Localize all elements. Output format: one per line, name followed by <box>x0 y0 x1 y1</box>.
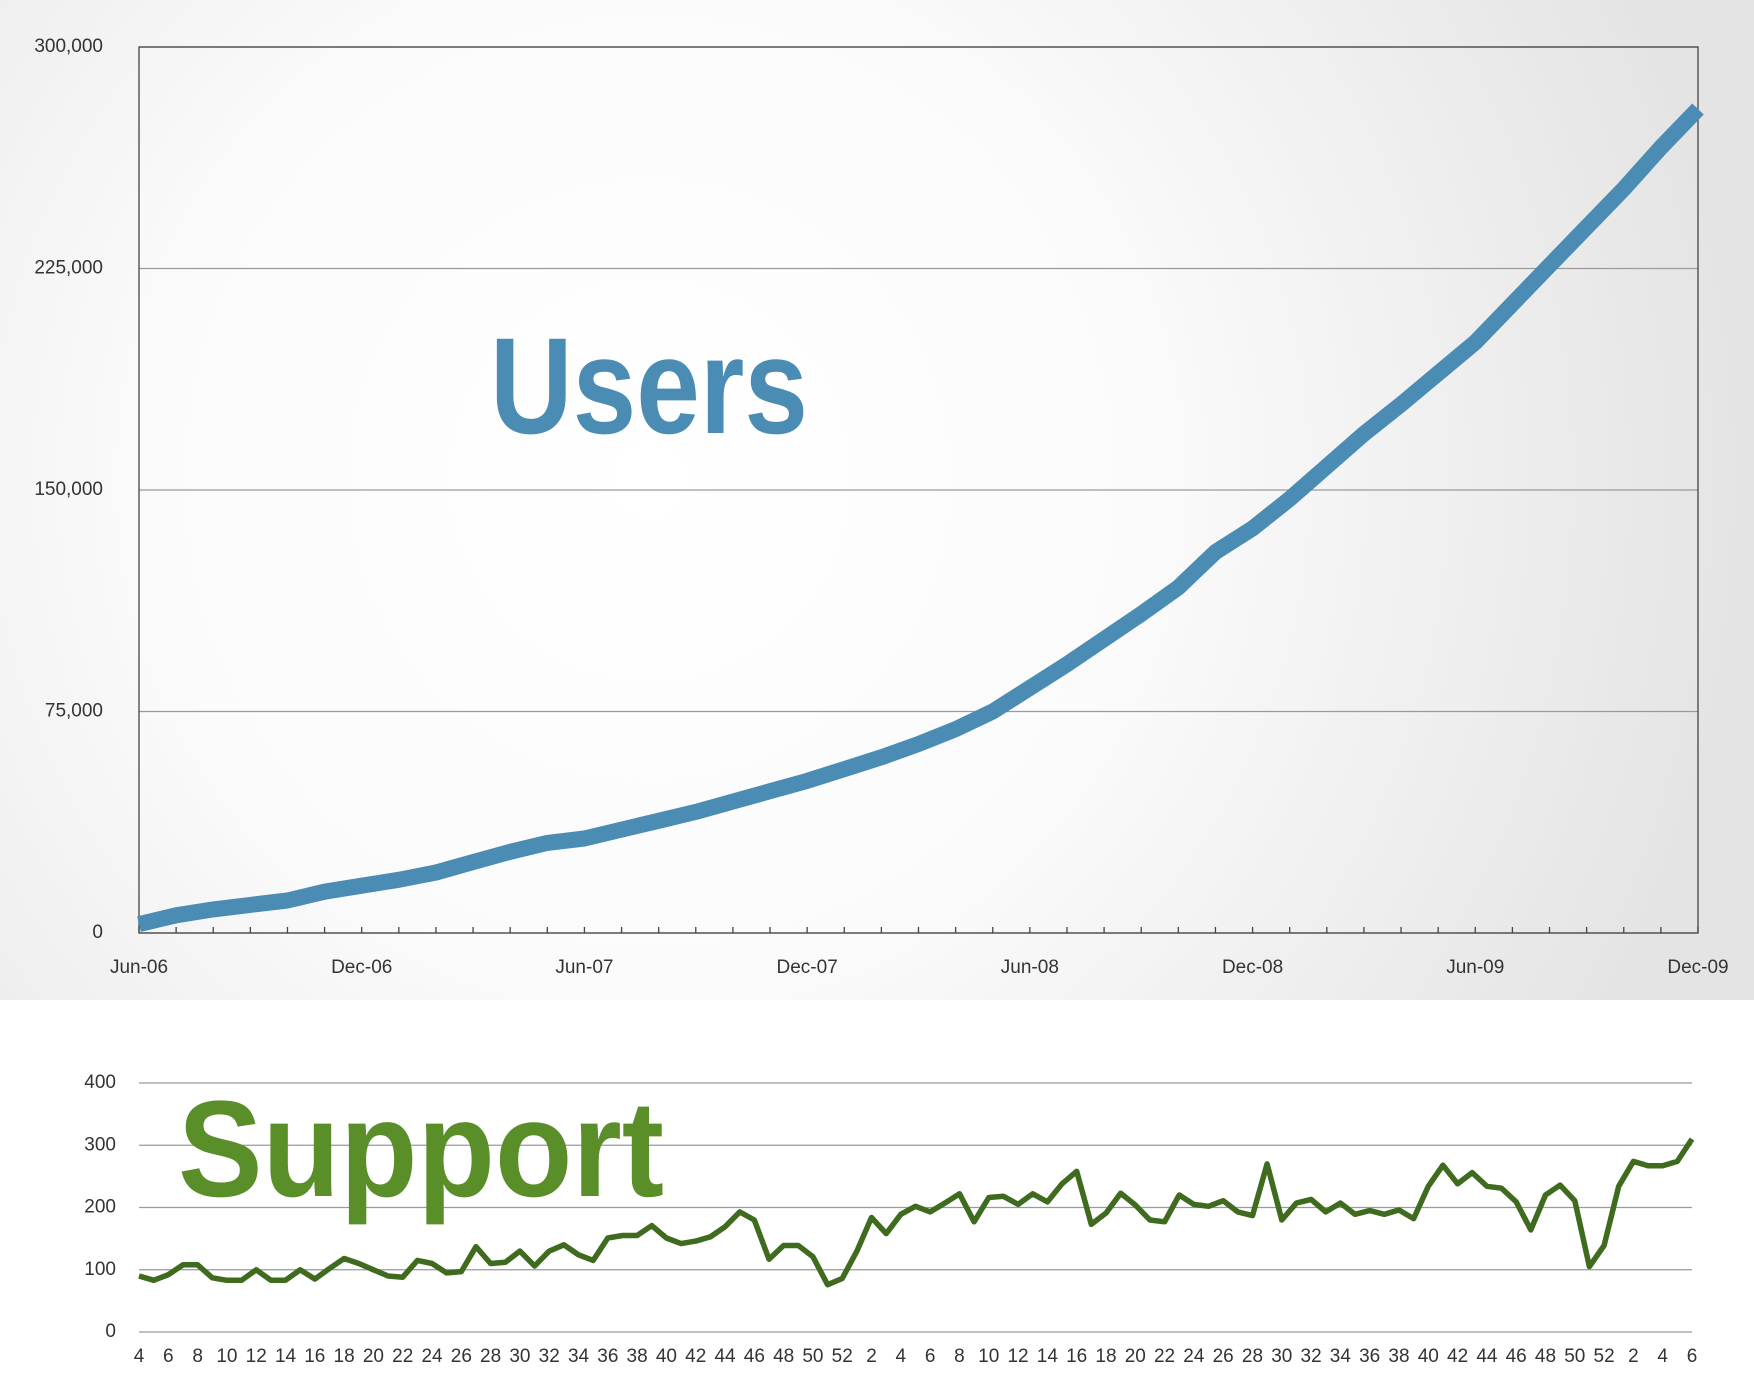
x-tick-label: 52 <box>832 1346 853 1367</box>
x-tick-label: 32 <box>1301 1346 1322 1367</box>
x-tick-label: Jun-06 <box>110 957 168 978</box>
x-tick-label: 8 <box>192 1346 203 1367</box>
y-tick-label: 400 <box>84 1072 116 1093</box>
x-tick-label: 14 <box>1037 1346 1059 1367</box>
x-tick-label: 18 <box>334 1346 355 1367</box>
x-tick-label: 50 <box>802 1346 823 1367</box>
x-tick-label: 32 <box>539 1346 560 1367</box>
x-tick-label: 2 <box>866 1346 877 1367</box>
x-tick-label: 38 <box>627 1346 648 1367</box>
x-tick-label: 52 <box>1594 1346 1615 1367</box>
x-tick-label: Dec-09 <box>1667 957 1728 978</box>
x-tick-label: Jun-08 <box>1001 957 1059 978</box>
x-tick-label: 4 <box>1657 1346 1668 1367</box>
x-tick-label: 4 <box>134 1346 145 1367</box>
x-tick-label: 22 <box>392 1346 413 1367</box>
chart-title: Support <box>178 1073 664 1226</box>
background <box>0 0 1754 1000</box>
x-tick-label: 26 <box>451 1346 472 1367</box>
x-tick-label: 44 <box>1476 1346 1498 1367</box>
x-tick-label: 16 <box>1066 1346 1087 1367</box>
x-tick-label: Dec-08 <box>1222 957 1283 978</box>
x-tick-label: 10 <box>978 1346 999 1367</box>
x-tick-label: 36 <box>597 1346 618 1367</box>
x-tick-label: 14 <box>275 1346 297 1367</box>
x-tick-label: 6 <box>1687 1346 1698 1367</box>
x-tick-label: 48 <box>1535 1346 1556 1367</box>
x-tick-label: 46 <box>1506 1346 1527 1367</box>
x-tick-label: Jun-09 <box>1446 957 1504 978</box>
data-line <box>138 1137 1695 1288</box>
y-tick-label: 150,000 <box>34 479 103 500</box>
x-tick-label: 18 <box>1095 1346 1116 1367</box>
y-tick-label: 225,000 <box>34 258 103 279</box>
x-tick-label: 12 <box>1007 1346 1028 1367</box>
y-tick-label: 75,000 <box>45 701 103 722</box>
x-tick-label: 42 <box>685 1346 706 1367</box>
x-tick-label: 22 <box>1154 1346 1175 1367</box>
x-tick-label: Dec-07 <box>777 957 838 978</box>
y-tick-label: 200 <box>84 1197 116 1218</box>
x-tick-label: 12 <box>246 1346 267 1367</box>
y-tick-label: 0 <box>92 922 103 943</box>
x-tick-label: 42 <box>1447 1346 1468 1367</box>
x-tick-label: 38 <box>1388 1346 1409 1367</box>
x-tick-label: 28 <box>1242 1346 1263 1367</box>
x-tick-label: 40 <box>1418 1346 1439 1367</box>
y-tick-label: 300,000 <box>34 36 103 57</box>
y-tick-label: 100 <box>84 1259 116 1280</box>
x-tick-label: 34 <box>568 1346 590 1367</box>
x-tick-label: 30 <box>509 1346 530 1367</box>
x-tick-label: 36 <box>1359 1346 1380 1367</box>
x-tick-label: 44 <box>714 1346 736 1367</box>
y-tick-label: 300 <box>84 1134 116 1155</box>
x-tick-label: 48 <box>773 1346 794 1367</box>
data-line <box>137 103 1704 932</box>
x-tick-label: 10 <box>216 1346 237 1367</box>
x-tick-label: 26 <box>1213 1346 1234 1367</box>
x-tick-label: Jun-07 <box>555 957 613 978</box>
x-tick-label: 40 <box>656 1346 677 1367</box>
x-tick-label: 34 <box>1330 1346 1352 1367</box>
x-tick-label: 24 <box>421 1346 443 1367</box>
x-tick-label: Dec-06 <box>331 957 392 978</box>
x-tick-label: 46 <box>744 1346 765 1367</box>
x-tick-label: 24 <box>1183 1346 1205 1367</box>
x-tick-label: 50 <box>1564 1346 1585 1367</box>
x-tick-label: 8 <box>954 1346 965 1367</box>
x-tick-label: 2 <box>1628 1346 1639 1367</box>
x-tick-label: 16 <box>304 1346 325 1367</box>
x-tick-label: 30 <box>1271 1346 1292 1367</box>
x-tick-label: 20 <box>363 1346 384 1367</box>
chart-title: Users <box>490 310 808 463</box>
x-tick-label: 4 <box>896 1346 907 1367</box>
x-tick-label: 6 <box>163 1346 174 1367</box>
x-tick-label: 20 <box>1125 1346 1146 1367</box>
x-tick-label: 6 <box>925 1346 936 1367</box>
y-tick-label: 0 <box>105 1321 116 1342</box>
x-tick-label: 28 <box>480 1346 501 1367</box>
